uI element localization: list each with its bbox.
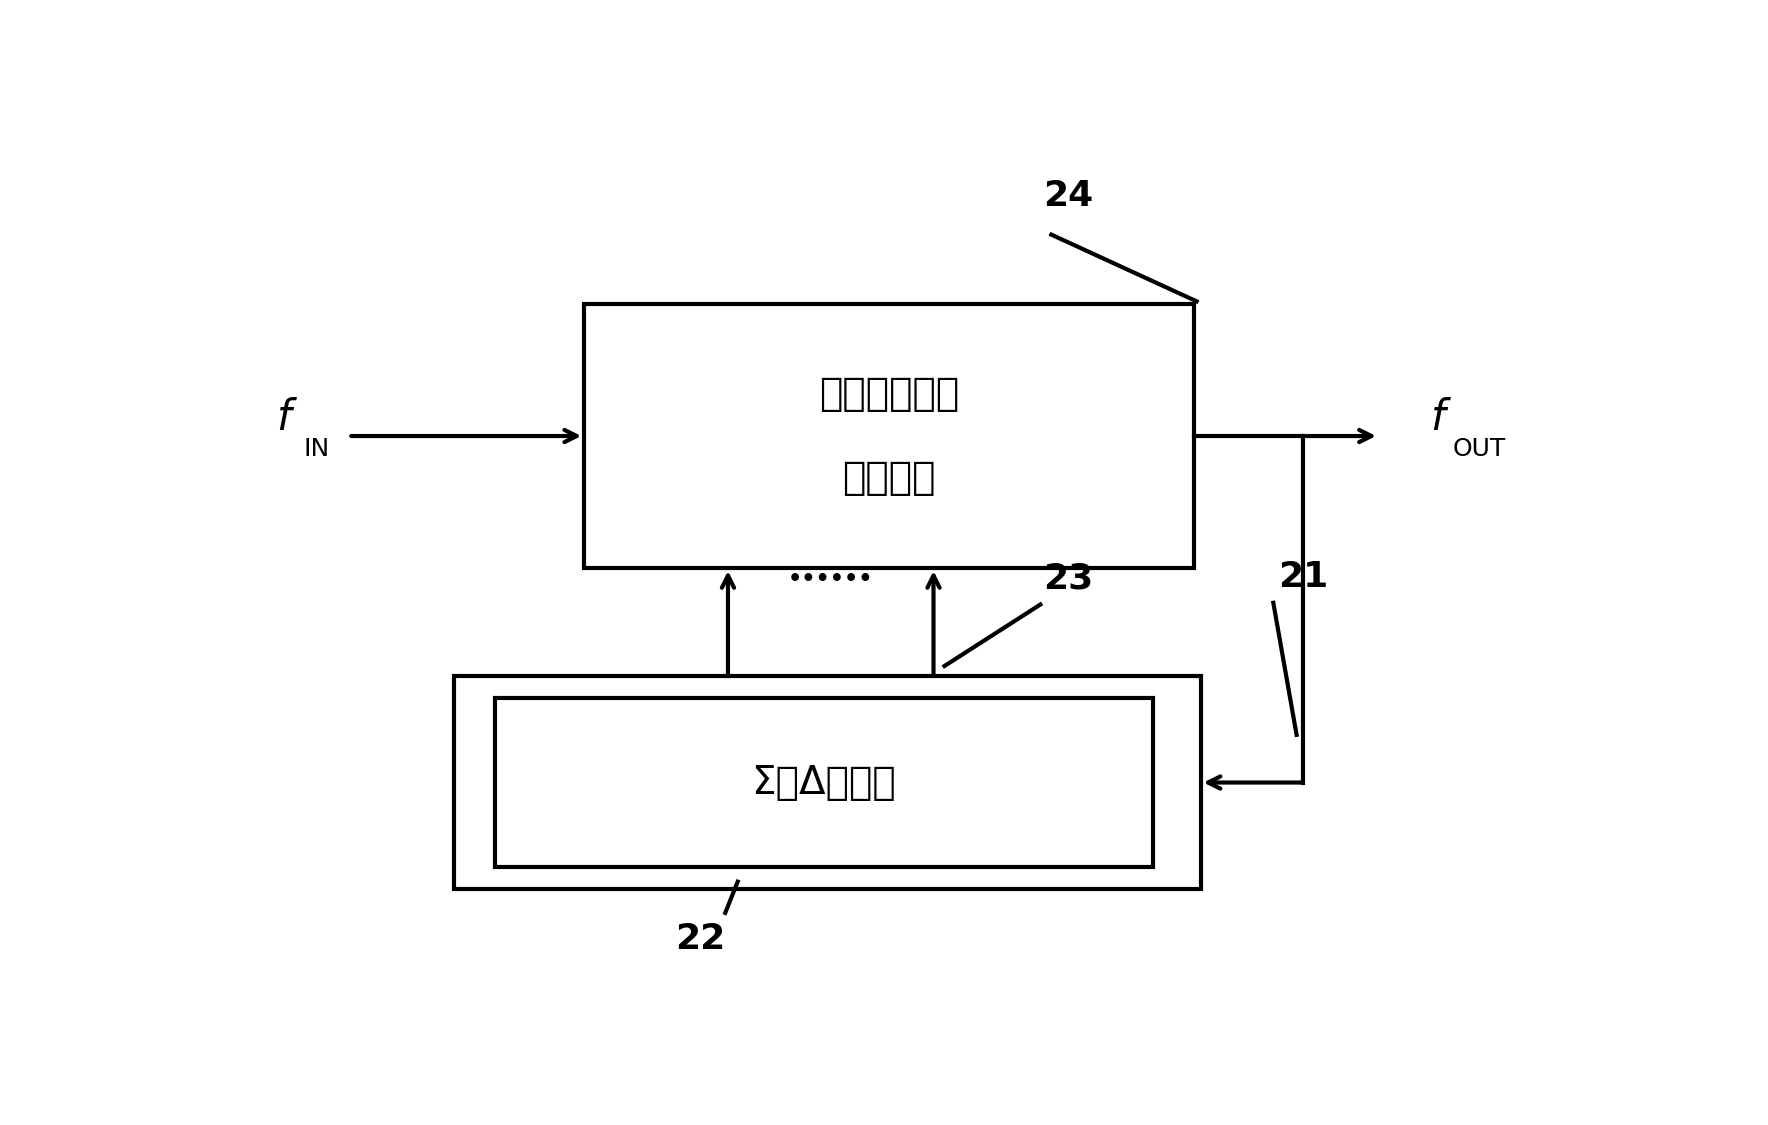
Text: 模分频器: 模分频器: [842, 459, 935, 496]
Text: ••••••: ••••••: [789, 568, 873, 588]
Text: OUT: OUT: [1452, 438, 1506, 461]
Text: 23: 23: [1043, 561, 1093, 595]
Text: Σ－Δ调制器: Σ－Δ调制器: [751, 764, 896, 801]
Text: 24: 24: [1043, 179, 1093, 213]
Text: 21: 21: [1278, 560, 1328, 594]
Text: $f$: $f$: [276, 397, 297, 439]
Text: IN: IN: [304, 438, 331, 461]
Text: 22: 22: [675, 921, 725, 956]
Bar: [583, 304, 1193, 568]
Text: 可编程连续变: 可编程连续变: [819, 376, 958, 414]
Bar: [454, 676, 1200, 889]
Text: $f$: $f$: [1430, 397, 1452, 439]
Bar: [495, 698, 1153, 867]
